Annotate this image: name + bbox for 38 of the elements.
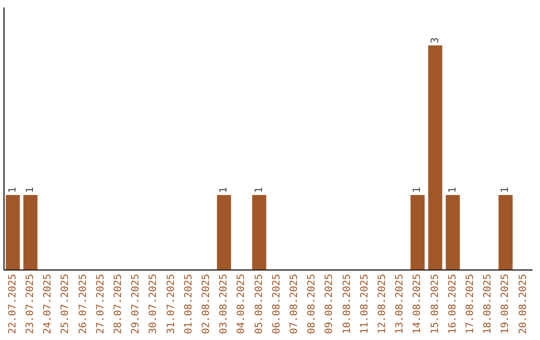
x-tick-label: 22.07.2025 <box>7 274 18 334</box>
x-tick-label: 31.07.2025 <box>166 274 177 334</box>
data-label: 1 <box>447 186 458 193</box>
x-tick-label: 05.08.2025 <box>254 274 265 334</box>
x-tick-label: 29.07.2025 <box>130 274 142 334</box>
x-tick-label: 18.08.2025 <box>482 274 494 334</box>
x-tick-label: 08.08.2025 <box>306 274 318 334</box>
x-tick-label: 23.07.2025 <box>24 274 36 334</box>
data-label: 3 <box>430 37 441 44</box>
x-tick-label: 11.08.2025 <box>359 274 370 334</box>
x-tick-label: 17.08.2025 <box>464 274 476 334</box>
x-tick-label: 06.08.2025 <box>271 274 282 334</box>
x-tick-label: 20.08.2025 <box>518 274 529 334</box>
x-tick-label: 15.08.2025 <box>430 274 441 334</box>
x-tick-label: 09.08.2025 <box>324 274 336 334</box>
data-label: 1 <box>254 186 265 193</box>
x-tick-label: 03.08.2025 <box>218 274 230 334</box>
x-tick-label: 13.08.2025 <box>394 274 406 334</box>
x-tick-label: 12.08.2025 <box>376 274 388 334</box>
x-tick-label: 24.07.2025 <box>42 274 54 334</box>
data-label: 1 <box>412 186 424 193</box>
x-tick-label: 25.07.2025 <box>60 274 72 334</box>
x-tick-label: 02.08.2025 <box>200 274 212 334</box>
x-tick-label: 26.07.2025 <box>78 274 89 334</box>
x-tick-label: 27.07.2025 <box>95 274 106 334</box>
data-label: 1 <box>24 186 36 193</box>
x-tick-label: 16.08.2025 <box>447 274 458 334</box>
x-tick-label: 28.07.2025 <box>112 274 124 334</box>
x-tick-label: 01.08.2025 <box>183 274 194 334</box>
x-tick-label: 10.08.2025 <box>342 274 353 334</box>
data-label: 1 <box>218 186 230 193</box>
x-tick-label: 30.07.2025 <box>148 274 160 334</box>
x-tick-label: 19.08.2025 <box>500 274 512 334</box>
x-tick-label: 07.08.2025 <box>288 274 300 334</box>
x-tick-label: 14.08.2025 <box>412 274 424 334</box>
data-label: 1 <box>500 186 512 193</box>
x-tick-label: 04.08.2025 <box>236 274 248 334</box>
data-label: 1 <box>7 186 18 193</box>
